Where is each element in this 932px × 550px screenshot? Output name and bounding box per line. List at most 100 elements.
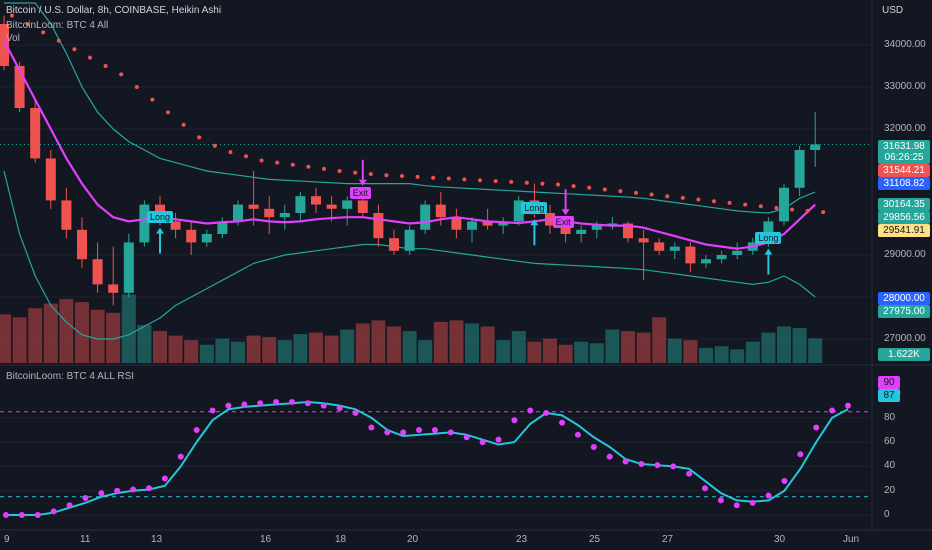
rsi-dot [527,407,534,414]
sar-dot [384,173,389,178]
rsi-dot [368,424,375,431]
sar-dot [259,158,264,163]
sar-dot [634,190,638,195]
candle-body [685,246,696,264]
sar-dot [10,13,14,18]
volume-bar [340,329,355,363]
rsi-dot [82,494,89,501]
sar-dot [524,180,529,185]
volume-bar [792,328,807,363]
long-arrow-head [764,248,773,255]
rsi-dot [765,492,772,499]
rsi-dot [98,490,105,497]
rsi-tick-label: 20 [884,484,896,496]
rsi-dot [495,436,502,443]
rsi-dot [384,429,391,436]
volume-bar [511,331,526,363]
rsi-dot [670,463,677,470]
candle-body [591,225,602,230]
candle-body [404,229,415,251]
volume-bar [246,335,261,363]
volume-bar [605,329,620,363]
candle-body [77,229,87,260]
rsi-line [6,401,849,516]
candle-body [139,204,150,243]
volume-bar [652,317,667,363]
rsi-dot [3,512,9,518]
sar-dot [821,210,826,215]
sar-dot [431,175,436,180]
sar-dot [696,197,701,202]
candle-body [264,208,275,218]
sar-dot [197,135,202,140]
long-arrow-head [530,219,539,226]
rsi-dot [145,485,152,492]
volume-bar [355,323,370,363]
rsi-dot [209,407,216,414]
sar-dot [150,97,155,102]
rsi-dot [193,426,200,433]
rsi-dot [590,443,597,450]
sar-dot [166,110,170,115]
volume-bar [0,314,11,363]
candle-body [295,196,306,213]
volume-bar [153,331,167,363]
candle-body [217,221,228,234]
volume-bar [418,340,433,363]
volume-bar [90,309,105,363]
time-tick-label: 11 [80,534,91,545]
rsi-dot [654,462,661,469]
candle-body [810,144,821,150]
rsi-dot [447,429,454,436]
price-tag: 31544.21 [878,164,930,177]
candle-body [357,200,368,213]
rsi-dot [479,439,486,446]
sar-dot [618,189,623,194]
candle-body [92,259,103,285]
sar-dot [462,177,467,182]
volume-bar [215,338,230,363]
rsi-dot [336,405,343,412]
price-tag: 29856.56 [878,211,930,224]
rsi-dot [416,426,423,433]
volume-bar [465,323,479,363]
sar-dot [275,160,280,165]
price-tag: 27975.00 [878,305,930,318]
candle-body [467,221,477,230]
candle-body [576,229,587,234]
chart-title: Bitcoin / U.S. Dollar, 8h, COINBASE, Hei… [6,5,222,16]
volume-bar [636,332,651,363]
rsi-dot [177,453,184,460]
volume-bar [199,344,214,363]
sar-dot [774,205,779,210]
volume-bar [683,340,698,363]
candle-body [654,242,665,251]
rsi-dot [257,400,264,407]
sar-dot [306,164,311,169]
volume-bar [121,294,136,363]
rsi-dot [18,512,25,518]
sar-dot [41,30,46,35]
sar-dot [587,185,592,190]
rsi-value-tag: 90 [878,376,900,389]
volume-bar [777,326,791,363]
volume-bar [714,346,729,363]
sar-dot [509,179,514,184]
sar-dot [571,184,576,189]
rsi-tick-label: 80 [884,411,896,423]
price-tag: 29541.91 [878,224,930,237]
sar-dot [368,171,373,176]
rsi-dot [273,399,280,406]
sar-dot [56,38,61,43]
volume-bar [277,340,292,363]
volume-bar [262,337,277,363]
price-tag: 28000.00 [878,292,930,305]
exit-signal-label: Exit [552,216,574,229]
time-tick-label: 30 [774,534,786,545]
price-tag: 1.622K [878,348,930,361]
volume-bar [496,340,511,363]
candle-body [638,238,649,243]
sar-dot [119,72,124,77]
volume-bar [402,331,417,363]
volume-bar [12,317,27,363]
